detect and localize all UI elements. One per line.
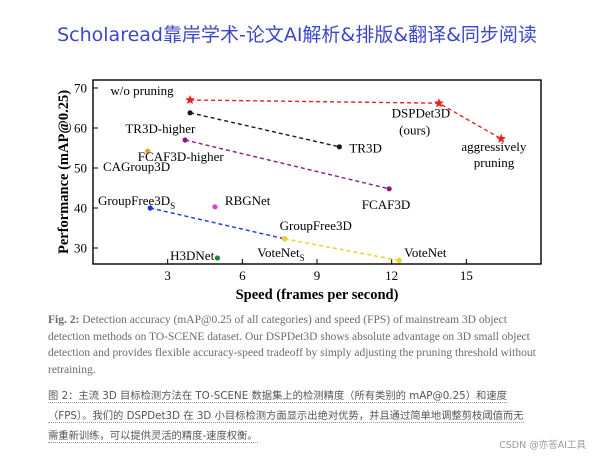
y-tick-label: 70 bbox=[74, 81, 87, 96]
y-tick-label: 30 bbox=[74, 241, 87, 256]
data-point bbox=[182, 137, 188, 143]
annotation-subscript: S bbox=[170, 201, 175, 211]
data-point bbox=[336, 144, 342, 150]
annotation-label: VoteNetS bbox=[257, 245, 304, 263]
caption-text: Detection accuracy (mAP@0.25 of all cate… bbox=[48, 314, 536, 376]
annotation-label: w/o pruning bbox=[110, 83, 174, 98]
caption-chinese: 图 2：主流 3D 目标检测方法在 TO-SCENE 数据集上的检测精度（所有类… bbox=[48, 386, 568, 446]
watermark: CSDN @亦答AI工具 bbox=[499, 440, 586, 451]
data-point bbox=[212, 204, 218, 210]
annotation-label: H3DNet bbox=[170, 248, 214, 263]
star-point bbox=[434, 98, 444, 108]
y-tick-label: 40 bbox=[74, 201, 87, 216]
annotation-label: GroupFree3D bbox=[280, 218, 352, 233]
series-line bbox=[284, 238, 400, 262]
caption-zh-line-1: 图 2：主流 3D 目标检测方法在 TO-SCENE 数据集上的检测精度（所有类… bbox=[48, 390, 507, 403]
star-point bbox=[496, 133, 506, 143]
y-axis-label: Performance (mAP@0.25) bbox=[56, 90, 72, 254]
annotation-label: aggressively bbox=[461, 139, 526, 154]
annotation-label: CAGroup3D bbox=[103, 159, 170, 174]
series-line bbox=[189, 112, 340, 148]
annotation-label: TR3D bbox=[349, 140, 382, 155]
data-point bbox=[145, 148, 151, 154]
data-point bbox=[386, 186, 392, 192]
y-tick-label: 60 bbox=[74, 121, 87, 136]
series-line bbox=[190, 99, 502, 140]
annotation-label: pruning bbox=[474, 155, 515, 170]
data-point bbox=[147, 205, 153, 211]
annotation-label: (ours) bbox=[399, 122, 430, 137]
annotation-label: DSPDet3D bbox=[392, 106, 451, 121]
y-tick-label: 50 bbox=[74, 161, 87, 176]
annotation-label: TR3D-higher bbox=[125, 121, 196, 136]
series-line bbox=[150, 207, 285, 240]
caption-zh-line-2: （FPS）。我们的 DSPDet3D 在 3D 小目标检测方面显示出绝对优势，并… bbox=[48, 410, 524, 423]
x-tick-label: 3 bbox=[164, 268, 171, 283]
x-tick-label: 12 bbox=[385, 268, 398, 283]
caption-zh-line-3: 需重新训练，可以提供灵活的精度-速度权衡。 bbox=[48, 430, 258, 443]
data-point bbox=[282, 236, 288, 242]
figure-number: Fig. 2: bbox=[48, 314, 80, 326]
data-point bbox=[214, 255, 221, 261]
star-point bbox=[185, 95, 195, 105]
annotation-label: GroupFree3DS bbox=[98, 193, 175, 211]
x-tick-label: 15 bbox=[460, 268, 473, 283]
annotation-label: FCAF3D bbox=[362, 197, 410, 212]
x-tick-label: 9 bbox=[314, 268, 321, 283]
chart: 3 6 9 12 15 30 40 50 60 70 Speed (frames per secon… bbox=[56, 79, 542, 303]
banner-title: Scholaread靠岸学术-论文AI解析&排版&翻译&同步阅读 bbox=[57, 24, 537, 46]
annotation-label: VoteNet bbox=[404, 245, 447, 260]
caption-english: Fig. 2: Detection accuracy (mAP@0.25 of … bbox=[48, 312, 548, 378]
x-axis-label: Speed (frames per second) bbox=[236, 287, 399, 303]
annotation-label: FCAF3D-higher bbox=[138, 149, 225, 164]
data-point bbox=[187, 110, 193, 116]
x-tick-label: 6 bbox=[239, 268, 246, 283]
annotation-subscript: S bbox=[300, 253, 305, 263]
data-point bbox=[396, 257, 402, 263]
annotation-label: RBGNet bbox=[225, 193, 271, 208]
